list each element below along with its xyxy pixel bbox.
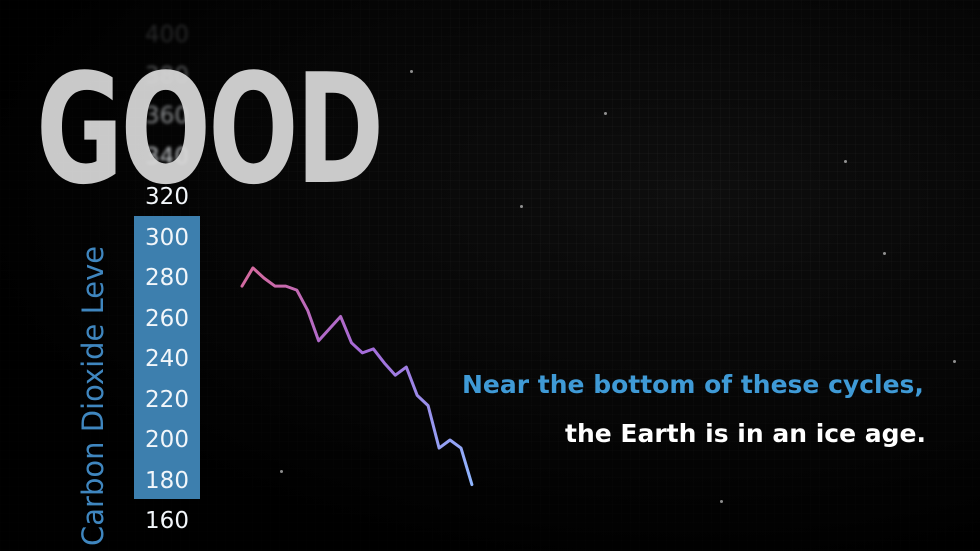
y-axis-band — [134, 216, 200, 499]
good-logo: GOOD — [36, 41, 384, 218]
particle — [520, 205, 523, 208]
y-tick-label: 400 — [145, 22, 189, 48]
y-tick-label: 360 — [145, 103, 189, 129]
particle — [720, 500, 723, 503]
y-tick-label: 280 — [145, 265, 189, 291]
particle — [604, 112, 607, 115]
caption-line-2: the Earth is in an ice age. — [565, 419, 926, 448]
y-tick-label: 240 — [145, 346, 189, 372]
y-tick-label: 220 — [145, 386, 189, 413]
particle — [280, 470, 283, 473]
y-tick-label: 200 — [145, 427, 189, 453]
particle — [844, 160, 847, 163]
y-tick-label: 180 — [145, 467, 189, 494]
particle — [883, 252, 886, 255]
y-tick-label: 340 — [145, 143, 189, 170]
y-tick-label: 300 — [145, 224, 189, 251]
particle — [410, 70, 413, 73]
y-tick-label: 160 — [145, 508, 189, 534]
particle — [953, 360, 956, 363]
y-tick-label: 260 — [145, 305, 189, 332]
y-tick-label: 380 — [145, 62, 189, 89]
y-tick-label: 320 — [145, 184, 189, 210]
co2-series-line — [240, 266, 474, 487]
caption-line-1: Near the bottom of these cycles, — [462, 370, 924, 399]
